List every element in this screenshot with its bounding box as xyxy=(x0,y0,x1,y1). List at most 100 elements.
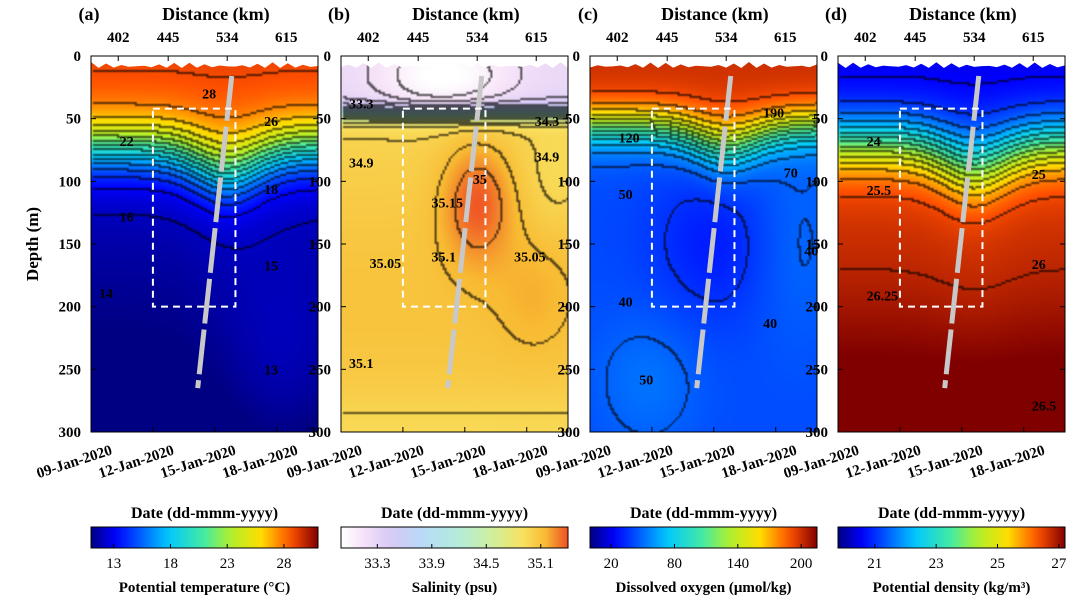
y-tick-label: 200 xyxy=(558,300,581,316)
y-tick-label: 150 xyxy=(309,237,332,253)
top-tick-label: 615 xyxy=(525,30,548,46)
colorbar-tick-label: 28 xyxy=(276,556,291,572)
panel-label: (d) xyxy=(825,4,847,25)
y-tick-label: 0 xyxy=(573,49,581,65)
y-tick-label: 50 xyxy=(316,112,331,128)
contour-label: 35 xyxy=(473,173,487,188)
contour-label: 35.1 xyxy=(432,251,457,266)
dashed-box xyxy=(650,107,736,308)
top-axis-label: Distance (km) xyxy=(909,4,1016,25)
contour-label: 14 xyxy=(99,287,113,302)
contour-label: 33.3 xyxy=(349,98,374,113)
colorbar-tick-label: 21 xyxy=(867,556,882,572)
colorbar-tick-label: 20 xyxy=(604,556,619,572)
y-tick-label: 0 xyxy=(74,49,82,65)
x-axis-label: Date (dd-mmm-yyyy) xyxy=(878,505,1025,522)
y-tick-label: 50 xyxy=(813,112,828,128)
top-tick-label: 615 xyxy=(1022,30,1045,46)
profile-track xyxy=(445,75,485,389)
contour-label: 40 xyxy=(619,296,633,311)
contour-label: 22 xyxy=(120,135,134,150)
contour-label: 15 xyxy=(264,259,278,274)
contour-label: 26 xyxy=(1032,258,1046,273)
y-tick-label: 250 xyxy=(309,362,332,378)
surface-nodata-mask xyxy=(838,56,1065,68)
contour-label: 40 xyxy=(804,244,818,259)
colorbar-tick-label: 23 xyxy=(929,556,944,572)
top-tick-label: 534 xyxy=(715,30,738,46)
y-tick-label: 50 xyxy=(565,112,580,128)
colorbar-tick-label: 27 xyxy=(1051,556,1067,572)
colorbar-tick-label: 80 xyxy=(667,556,682,572)
colorbar-tick-label: 13 xyxy=(106,556,121,572)
contour-label: 35.15 xyxy=(432,197,464,212)
contour-label: 34.3 xyxy=(535,115,560,130)
field-raster-b xyxy=(341,56,568,432)
contour-label: 28 xyxy=(202,88,216,103)
y-tick-label: 250 xyxy=(59,362,82,378)
y-tick-label: 300 xyxy=(806,425,829,441)
y-tick-label: 0 xyxy=(324,49,332,65)
figure-root: 282622181615141309-Jan-202012-Jan-202015… xyxy=(23,4,1067,596)
y-tick-label: 200 xyxy=(806,300,829,316)
top-tick-label: 615 xyxy=(774,30,797,46)
y-tick-label: 50 xyxy=(66,112,81,128)
dashed-box xyxy=(401,107,487,308)
contour-label: 35.05 xyxy=(370,257,402,272)
contour-label: 120 xyxy=(619,131,640,146)
colorbar-tick-label: 33.9 xyxy=(419,556,445,572)
contour-label: 35.05 xyxy=(514,251,546,266)
y-tick-label: 150 xyxy=(59,237,82,253)
contour-label: 70 xyxy=(784,167,798,182)
y-tick-label: 250 xyxy=(806,362,829,378)
surface-nodata-mask xyxy=(590,56,817,68)
top-tick-label: 445 xyxy=(656,30,679,46)
top-tick-label: 402 xyxy=(854,30,877,46)
x-axis-label: Date (dd-mmm-yyyy) xyxy=(131,505,278,522)
contour-label: 34.9 xyxy=(535,150,560,165)
y-tick-label: 150 xyxy=(558,237,581,253)
colorbar-tick-label: 25 xyxy=(990,556,1005,572)
contour-label: 34.9 xyxy=(349,157,374,172)
y-tick-label: 300 xyxy=(558,425,581,441)
dashed-box xyxy=(151,107,237,308)
dashed-box xyxy=(898,107,984,308)
y-tick-label: 150 xyxy=(806,237,829,253)
surface-nodata-mask xyxy=(91,56,318,68)
top-tick-label: 445 xyxy=(904,30,927,46)
y-tick-label: 200 xyxy=(309,300,332,316)
field-raster-a xyxy=(91,56,318,432)
colorbar-label: Potential density (kg/m³) xyxy=(873,580,1031,596)
colorbar xyxy=(340,526,569,549)
y-tick-label: 100 xyxy=(309,174,332,190)
top-tick-label: 534 xyxy=(216,30,239,46)
top-tick-label: 534 xyxy=(466,30,489,46)
y-tick-label: 300 xyxy=(309,425,332,441)
top-axis-label: Distance (km) xyxy=(162,4,269,25)
top-axis-label: Distance (km) xyxy=(412,4,519,25)
contour-label: 24 xyxy=(867,135,881,150)
profile-track xyxy=(942,75,982,389)
top-tick-label: 402 xyxy=(606,30,629,46)
panel-b: 33.3 34.3 34.9 34.9 35 35.15 35.1 35.05 35.05 35.… xyxy=(285,4,569,596)
y-tick-label: 250 xyxy=(558,362,581,378)
colorbar-tick-label: 33.3 xyxy=(364,556,390,572)
colorbar-tick-label: 34.5 xyxy=(473,556,499,572)
colorbar-tick-label: 200 xyxy=(790,556,813,572)
colorbar-label: Dissolved oxygen (μmol/kg) xyxy=(615,580,791,596)
colorbar-tick-label: 35.1 xyxy=(528,556,554,572)
contour-label: 16 xyxy=(120,210,134,225)
contour-label: 25.5 xyxy=(867,184,892,199)
x-axis-label: Date (dd-mmm-yyyy) xyxy=(630,505,777,522)
contour-label: 190 xyxy=(763,106,784,121)
y-tick-label: 0 xyxy=(821,49,829,65)
contour-label: 50 xyxy=(619,188,633,203)
panel-label: (a) xyxy=(79,4,100,25)
top-axis-label: Distance (km) xyxy=(661,4,768,25)
colorbar xyxy=(589,526,818,549)
profile-track xyxy=(195,75,235,389)
colorbar xyxy=(90,526,319,549)
colorbar-label: Potential temperature (°C) xyxy=(119,580,291,596)
y-axis-label: Depth (m) xyxy=(23,207,42,281)
